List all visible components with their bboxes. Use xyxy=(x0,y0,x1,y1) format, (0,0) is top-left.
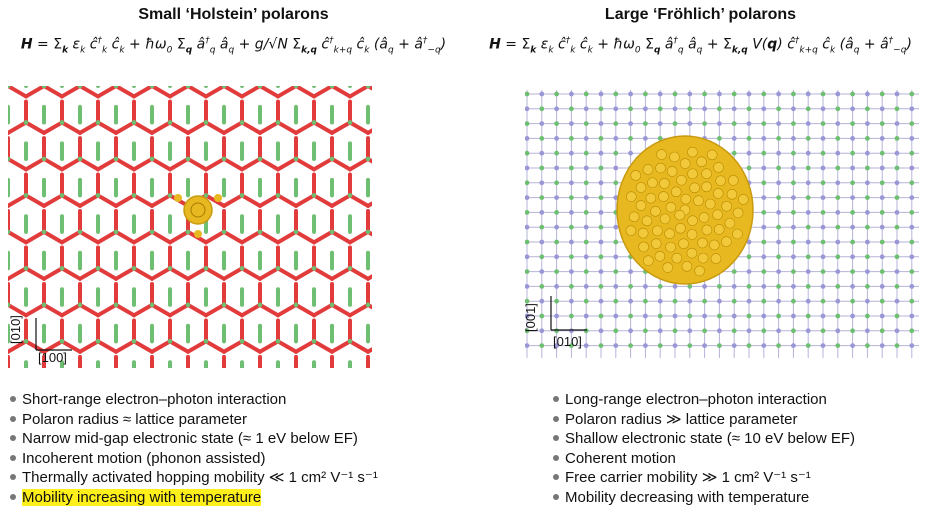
crystal-axes xyxy=(550,296,587,331)
bullet-icon xyxy=(10,493,16,500)
axis-label-horizontal: [100] xyxy=(38,350,67,365)
hamiltonian-equation: H = Σk εk ĉ†k ĉk + ħω0 Σq â†q âq + Σk,q … xyxy=(489,36,912,56)
hexagonal-lattice xyxy=(8,86,372,368)
polaron-density xyxy=(616,135,754,285)
panel-title: Small ‘Holstein’ polarons xyxy=(138,6,329,23)
bullet-icon xyxy=(10,454,16,461)
list-item: Long-range electron–photon interaction xyxy=(553,390,855,410)
list-item-highlighted: Mobility increasing with temperature xyxy=(10,488,378,508)
bullet-icon xyxy=(10,435,16,442)
list-item: Narrow mid-gap electronic state (≈ 1 eV … xyxy=(10,429,378,449)
bullet-icon xyxy=(553,474,559,481)
list-item: Mobility decreasing with temperature xyxy=(553,488,855,508)
list-item: Incoherent motion (phonon assisted) xyxy=(10,449,378,469)
axis-label-vertical: [010] xyxy=(8,315,23,344)
frohlich-properties-list: Long-range electron–photon interaction P… xyxy=(553,390,855,507)
bullet-icon xyxy=(553,396,559,403)
list-item: Thermally activated hopping mobility ≪ 1… xyxy=(10,468,378,488)
bullet-icon xyxy=(10,415,16,422)
bullet-icon xyxy=(10,396,16,403)
holstein-properties-list: Short-range electron–photon interaction … xyxy=(10,390,378,507)
panel-title: Large ‘Fröhlich’ polarons xyxy=(604,6,797,23)
bullet-icon xyxy=(553,493,559,500)
list-item: Coherent motion xyxy=(553,449,855,469)
bullet-icon xyxy=(553,435,559,442)
axis-label-horizontal: [010] xyxy=(553,334,582,349)
crystal-axes xyxy=(35,318,72,351)
polaron-density xyxy=(183,195,213,225)
holstein-panel: Small ‘Holstein’ polarons H = Σk εk ĉ†k … xyxy=(8,6,447,507)
list-item: Free carrier mobility ≫ 1 cm² V⁻¹ s⁻¹ xyxy=(553,468,855,488)
list-item: Shallow electronic state (≈ 10 eV below … xyxy=(553,429,855,449)
hamiltonian-equation: H = Σk εk ĉ†k ĉk + ħω0 Σq â†q âq + g/√N … xyxy=(20,36,447,56)
list-item: Polaron radius ≫ lattice parameter xyxy=(553,410,855,430)
bullet-icon xyxy=(553,454,559,461)
bullet-icon xyxy=(10,474,16,481)
list-item: Short-range electron–photon interaction xyxy=(10,390,378,410)
square-lattice xyxy=(525,90,919,358)
frohlich-panel: Large ‘Fröhlich’ polarons H = Σk εk ĉ†k … xyxy=(467,0,934,516)
list-item: Polaron radius ≈ lattice parameter xyxy=(10,410,378,430)
bullet-icon xyxy=(553,415,559,422)
axis-label-vertical: [001] xyxy=(523,303,538,332)
